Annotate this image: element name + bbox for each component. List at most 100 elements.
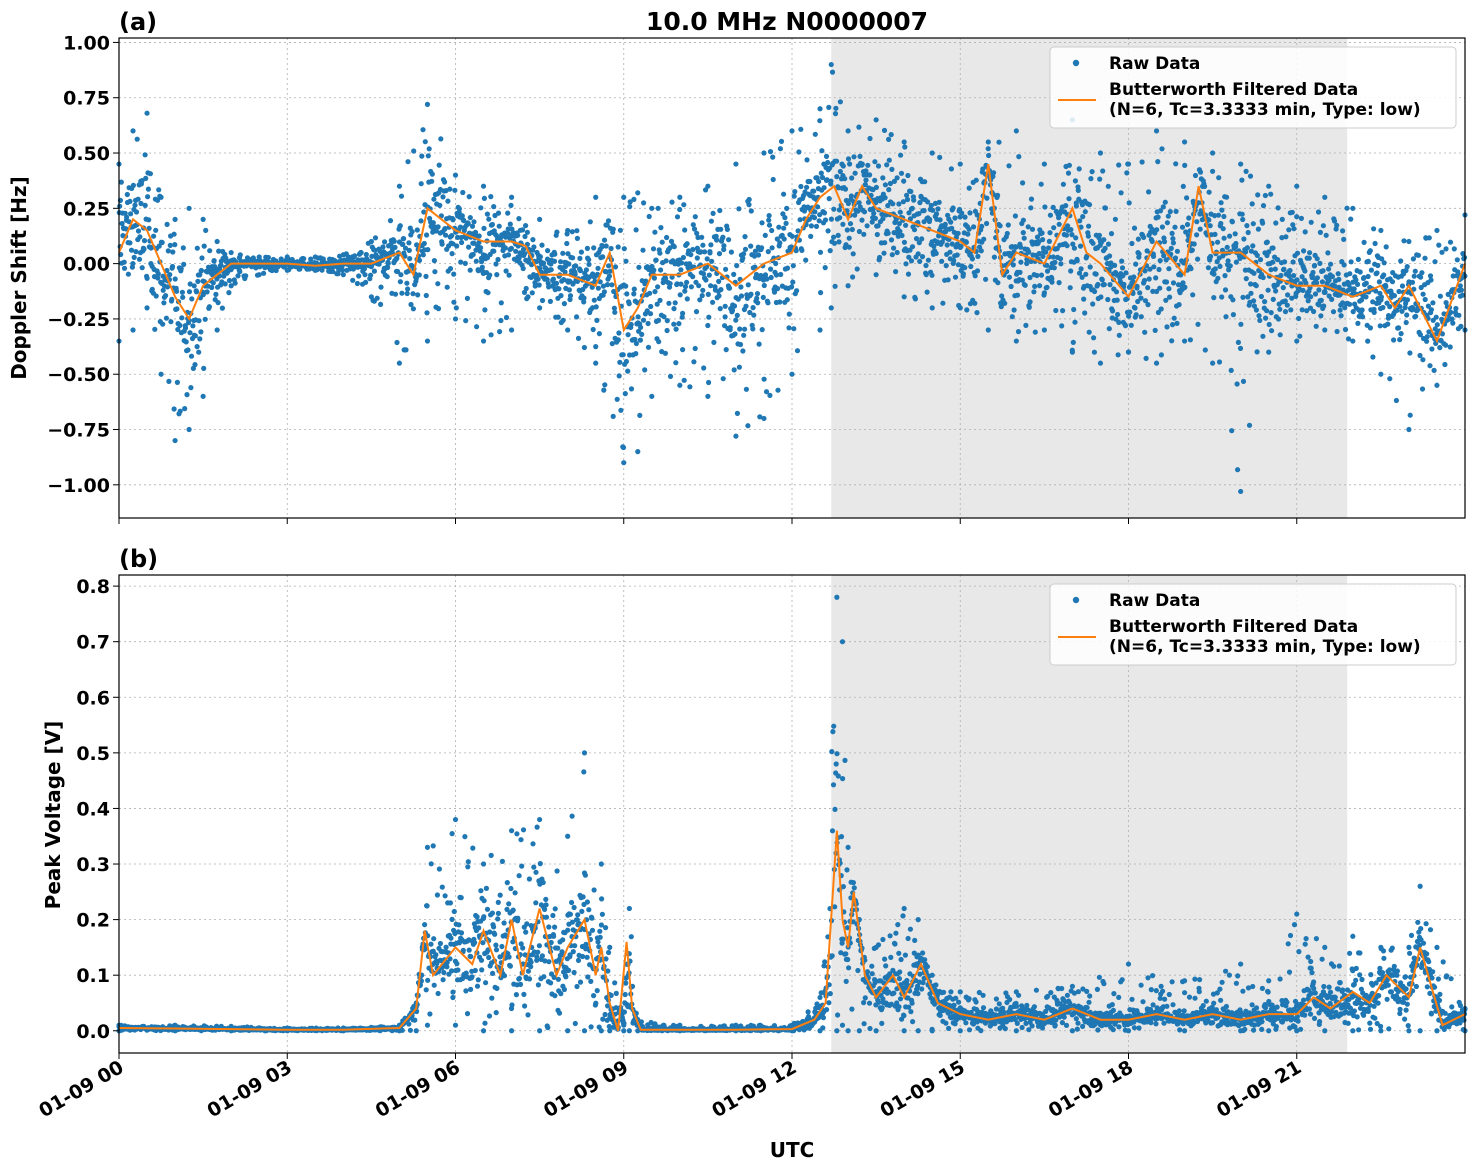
panel-a-raw-point	[1179, 224, 1186, 230]
panel-a-raw-point	[522, 251, 528, 257]
panel-a-raw-point	[617, 359, 623, 365]
panel-b-raw-point	[599, 911, 606, 917]
panel-a-raw-point	[482, 307, 488, 313]
panel-a-raw-point	[645, 320, 651, 327]
panel-a-raw-point	[1398, 331, 1404, 337]
panel-a-raw-point	[931, 243, 937, 249]
panel-a-raw-point	[498, 317, 504, 324]
panel-a-raw-point	[495, 210, 502, 216]
panel-a-raw-point	[745, 423, 751, 429]
panel-a-raw-point	[1184, 195, 1190, 201]
panel-a-raw-point	[742, 326, 748, 332]
panel-a-raw-point	[435, 306, 442, 312]
panel-a-raw-point	[387, 218, 394, 224]
panel-a-raw-point	[422, 139, 428, 145]
panel-b-raw-point	[546, 924, 552, 930]
panel-a-raw-point	[942, 221, 948, 227]
panel-b-raw-point	[552, 993, 558, 999]
panel-a-raw-point	[1253, 307, 1259, 313]
panel-a-raw-point	[158, 371, 164, 377]
panel-a-raw-point	[1093, 271, 1099, 277]
panel-a-raw-point	[1419, 270, 1425, 276]
panel-a-raw-point	[1218, 200, 1224, 206]
panel-a-raw-point	[1270, 259, 1276, 265]
panel-a-raw-point	[449, 233, 455, 239]
panel-b-raw-point	[552, 924, 558, 930]
panel-a-raw-point	[312, 267, 318, 273]
panel-a-raw-point	[515, 232, 521, 238]
panel-a-raw-point	[1028, 258, 1034, 264]
panel-a-raw-point	[384, 274, 390, 280]
panel-a-raw-point	[1268, 191, 1274, 197]
panel-a-raw-point	[425, 153, 431, 159]
panel-a-raw-point	[1166, 286, 1172, 292]
panel-a-raw-point	[716, 293, 722, 299]
panel-a-raw-point	[676, 321, 682, 327]
panel-a-raw-point	[460, 189, 466, 196]
panel-a-raw-point	[182, 325, 189, 331]
panel-a-raw-point	[890, 201, 896, 207]
panel-a-raw-point	[1413, 313, 1419, 319]
panel-b-raw-point	[518, 837, 524, 843]
panel-a-raw-point	[368, 294, 374, 300]
panel-a-raw-point	[937, 217, 943, 223]
panel-a-raw-point	[717, 207, 723, 214]
panel-a-raw-point	[392, 291, 399, 297]
panel-a-raw-point	[695, 234, 701, 241]
panel-a-raw-point	[882, 240, 888, 246]
panel-a-raw-point	[1072, 319, 1078, 325]
panel-a-raw-point	[170, 249, 176, 255]
panel-a-raw-point	[435, 224, 441, 230]
panel-a-raw-point	[948, 219, 954, 225]
panel-a-raw-point	[604, 222, 610, 228]
panel-a-raw-point	[684, 279, 690, 285]
panel-a-raw-point	[1381, 260, 1387, 266]
panel-a-raw-point	[954, 252, 960, 258]
panel-a-raw-point	[991, 170, 997, 176]
panel-a-raw-point	[1182, 162, 1188, 168]
panel-a-raw-point	[141, 238, 148, 244]
panel-a-raw-point	[750, 326, 756, 332]
panel-b-raw-point	[603, 925, 609, 931]
panel-a-raw-point	[1090, 240, 1096, 246]
panel-a-raw-point	[491, 248, 497, 254]
panel-a-raw-point	[701, 365, 707, 371]
panel-a-raw-point	[1187, 337, 1193, 343]
panel-b-raw-point	[534, 824, 540, 830]
panel-a-raw-point	[637, 337, 644, 343]
panel-a-raw-point	[824, 177, 830, 183]
panel-a-raw-point	[959, 210, 965, 216]
panel-a-raw-point	[874, 231, 880, 238]
panel-a-raw-point	[755, 300, 761, 306]
panel-a-raw-point	[821, 185, 827, 191]
panel-a-raw-point	[1320, 268, 1326, 274]
panel-a-raw-point	[710, 210, 716, 216]
panel-b-raw-point	[520, 945, 526, 951]
panel-a-raw-point	[716, 251, 723, 257]
panel-b-raw-point	[599, 896, 605, 902]
panel-a-raw-point	[423, 273, 429, 279]
panel-a-raw-point	[845, 283, 851, 289]
panel-a-raw-point	[1355, 320, 1361, 326]
panel-a-raw-point	[1219, 294, 1225, 300]
panel-a-raw-point	[1142, 329, 1148, 335]
panel-a-raw-point	[1160, 204, 1166, 210]
panel-a-raw-point	[182, 406, 188, 412]
panel-a-raw-point	[935, 206, 941, 212]
panel-a-raw-point	[600, 283, 607, 289]
panel-a-raw-point	[548, 267, 554, 273]
panel-a-raw-point	[401, 236, 407, 242]
panel-a-raw-point	[607, 268, 613, 274]
panel-a-raw-point	[888, 132, 894, 138]
panel-a-raw-point	[385, 264, 391, 271]
panel-a-raw-point	[269, 267, 275, 274]
panel-a-raw-point	[431, 258, 437, 264]
panel-b-raw-point	[602, 1011, 608, 1018]
panel-a-raw-point	[786, 325, 792, 331]
panel-a-raw-point	[1208, 253, 1214, 260]
panel-a-raw-point	[1329, 296, 1335, 302]
panel-a-raw-point	[1357, 269, 1363, 275]
panel-a-raw-point	[816, 178, 822, 185]
panel-a-raw-point	[456, 206, 462, 212]
panel-b-raw-point	[600, 1016, 606, 1022]
